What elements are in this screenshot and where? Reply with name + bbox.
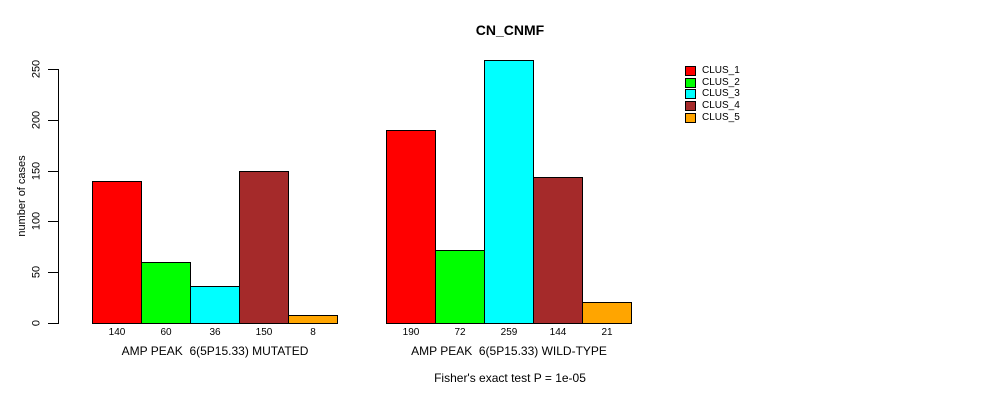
bar-value-label: 36 bbox=[209, 327, 221, 338]
legend-label-clus_1: CLUS_1 bbox=[702, 65, 740, 76]
y-axis-label: number of cases bbox=[16, 155, 28, 237]
bar-clus_3-group1 bbox=[190, 286, 240, 324]
bar-value-label: 259 bbox=[500, 327, 518, 338]
bar-clus_4-group2 bbox=[533, 177, 583, 324]
bar-value-label: 144 bbox=[549, 327, 567, 338]
bar-clus_2-group1 bbox=[141, 262, 191, 324]
bar-value-label: 140 bbox=[108, 327, 126, 338]
bar-clus_3-group2 bbox=[484, 60, 534, 324]
legend-swatch-clus_2 bbox=[685, 78, 696, 88]
y-axis-tick-label: 50 bbox=[30, 265, 43, 279]
bar-value-label: 150 bbox=[255, 327, 273, 338]
bar-value-label: 21 bbox=[601, 327, 613, 338]
y-axis-tick-label: 200 bbox=[30, 110, 43, 130]
y-axis-tick bbox=[48, 120, 58, 121]
legend-swatch-clus_3 bbox=[685, 89, 696, 99]
y-axis-tick bbox=[48, 171, 58, 172]
bar-clus_5-group2 bbox=[582, 302, 632, 324]
legend-label-clus_4: CLUS_4 bbox=[702, 100, 740, 111]
bar-clus_1-group2 bbox=[386, 130, 436, 324]
legend-label-clus_5: CLUS_5 bbox=[702, 112, 740, 123]
bar-value-label: 8 bbox=[310, 327, 316, 338]
y-axis-tick bbox=[48, 69, 58, 70]
fisher-test-annotation: Fisher's exact test P = 1e-05 bbox=[434, 371, 586, 385]
bar-value-label: 190 bbox=[402, 327, 420, 338]
y-axis-tick-label: 150 bbox=[30, 161, 43, 181]
chart-title: CN_CNMF bbox=[475, 22, 545, 38]
legend-label-clus_2: CLUS_2 bbox=[702, 77, 740, 88]
legend-swatch-clus_5 bbox=[685, 113, 696, 123]
bar-value-label: 60 bbox=[160, 327, 172, 338]
bar-clus_5-group1 bbox=[288, 315, 338, 324]
bar-clus_1-group1 bbox=[92, 181, 142, 324]
bar-clus_2-group2 bbox=[435, 250, 485, 324]
legend-swatch-clus_1 bbox=[685, 66, 696, 76]
legend-swatch-clus_4 bbox=[685, 101, 696, 111]
y-axis-tick bbox=[48, 272, 58, 273]
y-axis-line bbox=[58, 69, 59, 324]
legend-label-clus_3: CLUS_3 bbox=[702, 88, 740, 99]
y-axis-tick bbox=[48, 221, 58, 222]
y-axis-tick-label: 250 bbox=[30, 59, 43, 79]
y-axis-tick-label: 100 bbox=[30, 211, 43, 231]
y-axis-tick-label: 0 bbox=[30, 319, 43, 327]
x-axis-group-label: AMP PEAK 6(5P15.33) WILD-TYPE bbox=[411, 344, 607, 358]
bar-value-label: 72 bbox=[454, 327, 466, 338]
y-axis-tick bbox=[48, 323, 58, 324]
bar-clus_4-group1 bbox=[239, 171, 289, 324]
x-axis-group-label: AMP PEAK 6(5P15.33) MUTATED bbox=[121, 344, 309, 358]
